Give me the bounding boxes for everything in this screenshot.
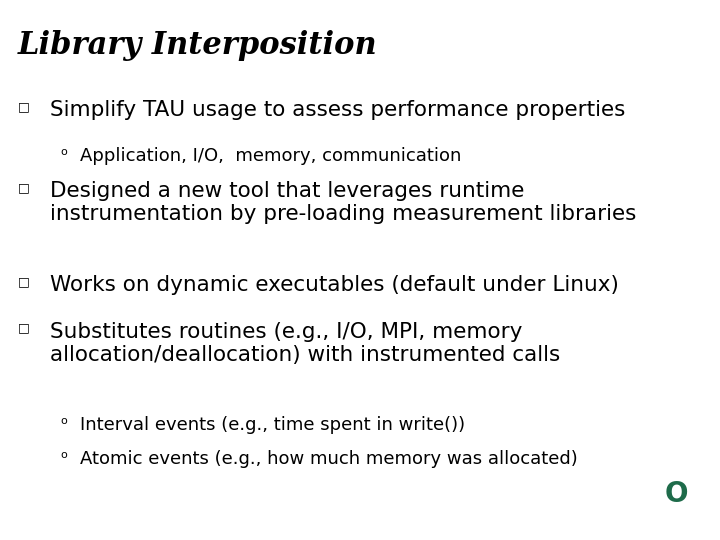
- Text: □: □: [18, 322, 30, 335]
- FancyBboxPatch shape: [638, 444, 716, 535]
- Text: 55: 55: [608, 515, 623, 525]
- Text: Atomic events (e.g., how much memory was allocated): Atomic events (e.g., how much memory was…: [80, 449, 577, 468]
- Text: Simplify TAU usage to assess performance properties: Simplify TAU usage to assess performance…: [50, 100, 626, 120]
- Text: Application, I/O,  memory, communication: Application, I/O, memory, communication: [80, 147, 462, 165]
- Text: o: o: [60, 147, 67, 157]
- Text: O: O: [665, 481, 688, 509]
- Text: □: □: [18, 181, 30, 194]
- Text: Designed a new tool that leverages runtime
instrumentation by pre-loading measur: Designed a new tool that leverages runti…: [50, 181, 636, 224]
- Text: Substitutes routines (e.g., I/O, MPI, memory
allocation/deallocation) with instr: Substitutes routines (e.g., I/O, MPI, me…: [50, 322, 560, 365]
- Text: Library Interposition: Library Interposition: [18, 30, 377, 61]
- Text: o: o: [60, 416, 67, 426]
- Text: □: □: [18, 100, 30, 113]
- Text: □: □: [18, 275, 30, 288]
- Text: Lecture 14 – Parallel Performance Tools: Lecture 14 – Parallel Performance Tools: [360, 515, 525, 524]
- Text: o: o: [60, 449, 67, 460]
- Text: Works on dynamic executables (default under Linux): Works on dynamic executables (default un…: [50, 275, 619, 295]
- Text: Interval events (e.g., time spent in write()): Interval events (e.g., time spent in wri…: [80, 416, 465, 434]
- Text: Introduction to Parallel Computing, University of Oregon, IPCC: Introduction to Parallel Computing, Univ…: [11, 515, 272, 524]
